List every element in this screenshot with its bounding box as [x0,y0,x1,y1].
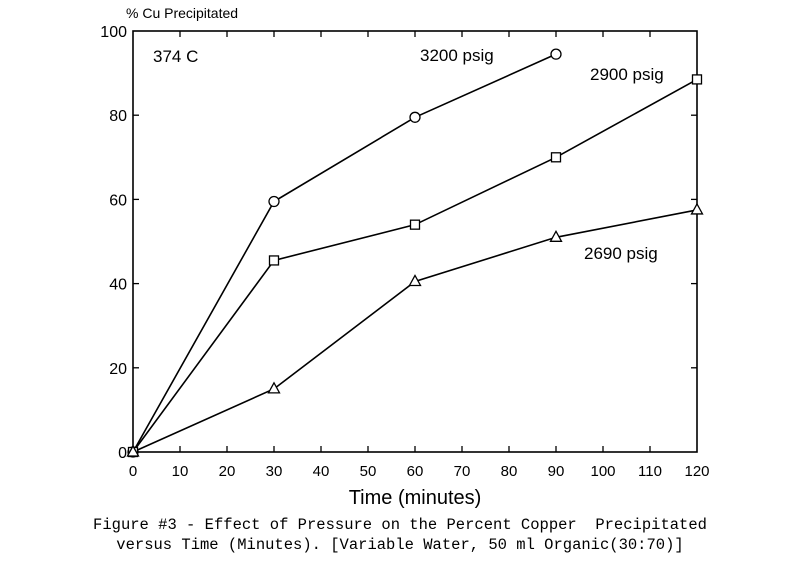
data-point-triangle [690,202,704,215]
y-tick-label: 80 [109,108,127,125]
chart: 0 10 20 30 40 50 60 70 80 90 100 110 120 0 20 40 60 80 100… [100,5,709,509]
y-tick-label: 20 [109,361,127,378]
caption-line-2: versus Time (Minutes). [Variable Water, … [116,536,684,554]
x-tick-label: 60 [407,463,424,480]
x-tick-label: 80 [501,463,518,480]
y-tick-label: 0 [118,445,127,462]
x-tick-label: 70 [454,463,471,480]
data-point-circle [550,48,562,60]
ticks: 0 10 20 30 40 50 60 70 80 90 100 110 120 0 20 40 60 80 100 [100,24,709,480]
temperature-annotation: 374 C [153,47,198,66]
x-tick-label: 40 [313,463,330,480]
x-tick-label: 50 [360,463,377,480]
x-tick-label: 0 [129,463,137,480]
series-markers [126,48,704,458]
data-point-square [409,219,421,230]
x-tick-label: 30 [266,463,283,480]
y-tick-label: 40 [109,277,127,294]
series-label: 3200 psig [420,46,494,65]
data-point-triangle [549,229,563,242]
y-tick-label: 100 [100,24,127,41]
data-point-triangle [267,381,281,394]
y-axis-label: % Cu Precipitated [126,5,238,21]
series-line [132,78,698,453]
series-labels: 3200 psig 2900 psig 2690 psig [420,46,664,263]
figure-caption: Figure #3 - Effect of Pressure on the Pe… [0,515,800,555]
data-point-square [550,152,562,163]
data-point-triangle [408,274,422,287]
data-point-circle [268,195,280,208]
data-point-triangle [126,444,140,457]
data-point-square [268,255,280,266]
plot-area-frame [132,30,698,453]
series-label: 2690 psig [584,244,658,263]
x-tick-label: 20 [219,463,236,480]
caption-line-1: Figure #3 - Effect of Pressure on the Pe… [93,516,707,534]
x-tick-label: 110 [638,463,662,480]
series-label: 2900 psig [590,65,664,84]
x-tick-label: 100 [590,463,615,480]
x-tick-label: 10 [172,463,189,480]
data-point-square [691,74,703,85]
x-axis-label: Time (minutes) [349,487,482,509]
x-tick-label: 120 [684,463,709,480]
y-tick-label: 60 [109,192,127,209]
series-line [132,53,557,453]
data-point-circle [409,111,421,123]
x-tick-label: 90 [548,463,565,480]
